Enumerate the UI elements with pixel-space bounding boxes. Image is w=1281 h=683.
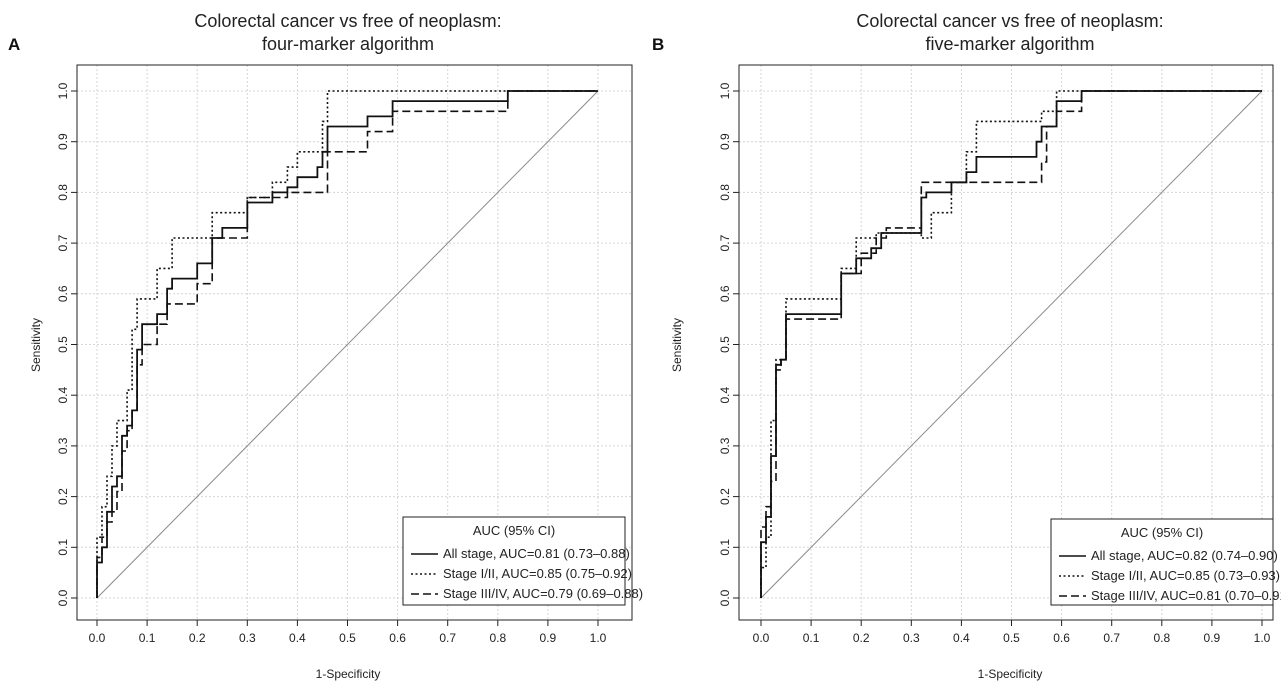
y-tick-label-b-9: 0.9 xyxy=(718,133,732,150)
y-tick-label-a-9: 0.9 xyxy=(56,133,70,150)
y-tick-label-a-7: 0.7 xyxy=(56,234,70,251)
roc-curve-solid-a xyxy=(96,90,598,598)
x-tick-label-a-6: 0.6 xyxy=(389,631,406,645)
panel-b-five-marker: B Colorectal cancer vs free of neoplasm:… xyxy=(652,11,1281,681)
grid-a xyxy=(77,65,632,620)
y-tick-label-a-2: 0.2 xyxy=(56,488,70,505)
legend-entry-dotted-a: Stage I/II, AUC=0.85 (0.75–0.92) xyxy=(443,566,632,581)
x-tick-label-a-8: 0.8 xyxy=(489,631,506,645)
roc-curves-b xyxy=(760,90,1262,598)
x-tick-label-a-9: 0.9 xyxy=(540,631,557,645)
roc-curves-a xyxy=(96,90,598,598)
plot-frame-a xyxy=(76,64,633,621)
y-tick-label-b-1: 0.1 xyxy=(718,539,732,556)
y-axis-label-a: Sensitivity xyxy=(29,318,43,372)
x-tick-label-a-2: 0.2 xyxy=(189,631,206,645)
y-tick-label-a-6: 0.6 xyxy=(56,285,70,302)
x-tick-label-a-4: 0.4 xyxy=(289,631,306,645)
x-tick-label-b-1: 0.1 xyxy=(803,631,820,645)
legend-entry-solid-b: All stage, AUC=0.82 (0.74–0.90) xyxy=(1091,548,1278,563)
x-tick-label-a-1: 0.1 xyxy=(139,631,156,645)
x-tick-label-b-4: 0.4 xyxy=(953,631,970,645)
x-tick-label-b-5: 0.5 xyxy=(1003,631,1020,645)
y-tick-label-a-1: 0.1 xyxy=(56,539,70,556)
y-tick-label-b-10: 1.0 xyxy=(718,82,732,99)
y-axis-label-b: Sensitivity xyxy=(670,318,684,372)
y-tick-label-a-0: 0.0 xyxy=(56,589,70,606)
y-tick-label-a-3: 0.3 xyxy=(56,437,70,454)
y-tick-label-b-8: 0.8 xyxy=(718,184,732,201)
x-tick-label-a-0: 0.0 xyxy=(89,631,106,645)
legend-a: AUC (95% CI) All stage, AUC=0.81 (0.73–0… xyxy=(402,516,643,606)
axis-ticks-b: 0.0 0.1 0.2 0.3 0.4 0.5 0.6 0.7 0.8 0.9 1.0 0.0 0.1 0… xyxy=(718,82,1271,645)
chart-title-line1-b: Colorectal cancer vs free of neoplasm: xyxy=(856,11,1163,31)
x-axis-label-b: 1-Specificity xyxy=(978,667,1043,681)
x-tick-label-b-0: 0.0 xyxy=(753,631,770,645)
y-tick-label-b-5: 0.5 xyxy=(718,336,732,353)
panel-label-a: A xyxy=(8,35,20,54)
legend-title-b: AUC (95% CI) xyxy=(1121,525,1203,540)
legend-box-a xyxy=(402,516,626,606)
x-tick-label-b-2: 0.2 xyxy=(853,631,870,645)
x-tick-label-b-3: 0.3 xyxy=(903,631,920,645)
x-tick-label-b-6: 0.6 xyxy=(1053,631,1070,645)
chart-title-line1-a: Colorectal cancer vs free of neoplasm: xyxy=(194,11,501,31)
x-tick-label-b-10: 1.0 xyxy=(1254,631,1271,645)
roc-curve-dashed-a xyxy=(96,90,598,598)
chart-title-line2-a: four-marker algorithm xyxy=(262,34,434,54)
x-tick-label-a-10: 1.0 xyxy=(590,631,607,645)
y-tick-label-b-6: 0.6 xyxy=(718,285,732,302)
y-tick-label-a-5: 0.5 xyxy=(56,336,70,353)
roc-curve-dotted-a xyxy=(96,90,598,598)
y-tick-label-b-7: 0.7 xyxy=(718,234,732,251)
legend-entry-solid-a: All stage, AUC=0.81 (0.73–0.88) xyxy=(443,546,630,561)
y-tick-label-b-4: 0.4 xyxy=(718,387,732,404)
y-tick-label-a-4: 0.4 xyxy=(56,387,70,404)
axis-ticks-a: 0.0 0.1 0.2 0.3 0.4 0.5 0.6 0.7 0.8 0.9 1.0 0.0 0.1 0… xyxy=(56,82,607,645)
legend-entry-dashed-a: Stage III/IV, AUC=0.79 (0.69–0.88) xyxy=(443,586,643,601)
x-tick-label-b-7: 0.7 xyxy=(1103,631,1120,645)
x-tick-label-b-8: 0.8 xyxy=(1153,631,1170,645)
chart-title-line2-b: five-marker algorithm xyxy=(925,34,1094,54)
legend-title-a: AUC (95% CI) xyxy=(473,523,555,538)
y-tick-label-b-3: 0.3 xyxy=(718,437,732,454)
y-tick-label-a-10: 1.0 xyxy=(56,82,70,99)
roc-curve-dashed-b xyxy=(760,90,1262,598)
legend-b: AUC (95% CI) All stage, AUC=0.82 (0.74–0… xyxy=(1050,518,1281,606)
x-tick-label-a-7: 0.7 xyxy=(439,631,456,645)
panel-a-four-marker: A Colorectal cancer vs free of neoplasm:… xyxy=(8,11,643,681)
x-tick-label-b-9: 0.9 xyxy=(1204,631,1221,645)
x-axis-label-a: 1-Specificity xyxy=(316,667,381,681)
x-tick-label-a-5: 0.5 xyxy=(339,631,356,645)
legend-box-b xyxy=(1050,518,1274,606)
x-tick-label-a-3: 0.3 xyxy=(239,631,256,645)
reference-diagonal-b xyxy=(760,90,1263,599)
panel-label-b: B xyxy=(652,35,664,54)
legend-entry-dotted-b: Stage I/II, AUC=0.85 (0.73–0.93) xyxy=(1091,568,1280,583)
legend-entry-dashed-b: Stage III/IV, AUC=0.81 (0.70–0.91) xyxy=(1091,588,1281,603)
y-tick-label-b-2: 0.2 xyxy=(718,488,732,505)
y-tick-label-b-0: 0.0 xyxy=(718,589,732,606)
reference-diagonal-a xyxy=(96,90,599,599)
roc-curve-dotted-b xyxy=(760,90,1262,598)
y-tick-label-a-8: 0.8 xyxy=(56,184,70,201)
plot-frame-b xyxy=(738,64,1274,621)
